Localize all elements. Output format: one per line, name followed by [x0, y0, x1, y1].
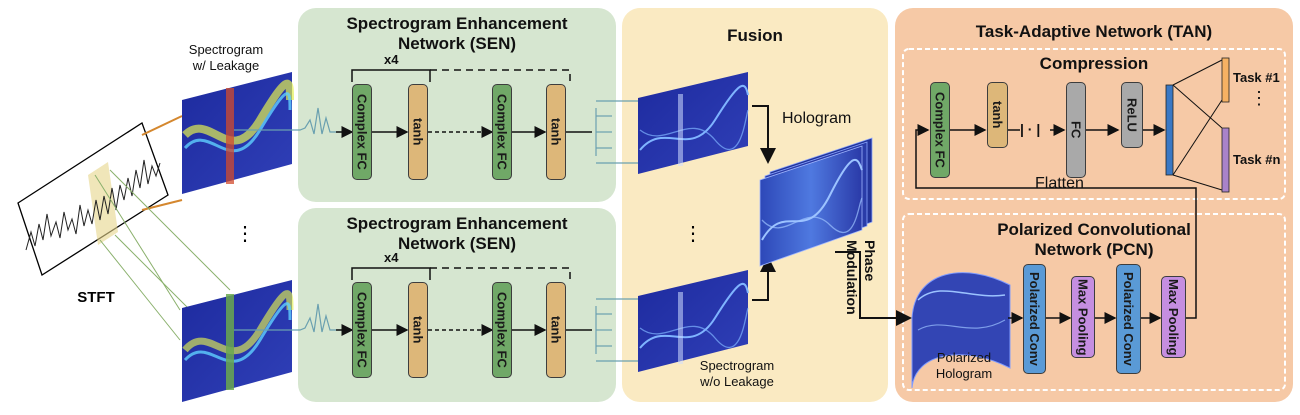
spectrogram-clean-top	[638, 72, 749, 174]
taskn-head	[1221, 127, 1230, 193]
pcn-arrows	[915, 124, 1197, 324]
compression-box	[902, 48, 1286, 200]
sen-bottom-complex-fc-1: Complex FC	[352, 282, 372, 378]
spectrogram-leak-top	[182, 72, 350, 194]
sen-top-complex-fc-1: Complex FC	[352, 84, 372, 180]
spectrogram-noleak-label: Spectrogram w/o Leakage	[699, 358, 775, 389]
sen-top-connectors	[336, 69, 592, 138]
sen-top-title: Spectrogram Enhancement Network (SEN)	[346, 14, 568, 53]
sen-bottom-complex-fc-2: Complex FC	[492, 282, 512, 378]
stft-label: STFT	[77, 289, 115, 306]
tan-fc: FC	[1066, 82, 1086, 178]
sen-top-repeat: x4	[384, 52, 399, 67]
pcn-title: Polarized Convolutional Network (PCN)	[997, 220, 1191, 259]
flatten-label: Flatten	[1035, 175, 1084, 192]
polarized-hologram-label: Polarized Hologram	[935, 350, 993, 381]
sen-bottom-tanh-1: tanh	[408, 282, 428, 378]
fusion-title: Fusion	[727, 26, 783, 45]
pcn-max-pooling-1: Max Pooling	[1071, 276, 1095, 358]
pcn-max-pooling-2: Max Pooling	[1161, 276, 1186, 358]
sen-panel-top	[298, 8, 616, 202]
sen-bottom-title: Spectrogram Enhancement Network (SEN)	[346, 214, 568, 253]
taskn-label: Task #n	[1233, 152, 1281, 167]
task-head-lines	[1172, 59, 1223, 191]
task1-label: Task #1	[1233, 70, 1280, 85]
spectrogram-clean-bottom	[638, 270, 749, 372]
compression-title: Compression	[1039, 54, 1149, 73]
hologram-stack	[759, 137, 873, 267]
sen-top-tanh-1: tanh	[408, 84, 428, 180]
tan-tanh: tanh	[987, 82, 1008, 148]
polarized-hologram	[911, 272, 1011, 389]
tan-title: Task-Adaptive Network (TAN)	[975, 22, 1213, 41]
tan-abs: | · |	[1020, 121, 1041, 137]
flatten-vector	[1165, 84, 1174, 176]
fusion-arrows	[752, 105, 776, 301]
pcn-polarized-conv-1: Polarized Conv	[1023, 264, 1046, 374]
hologram-label: Hologram	[782, 110, 852, 127]
task1-head	[1221, 57, 1230, 103]
sen-panel-bottom	[298, 208, 616, 402]
pcn-box	[902, 213, 1286, 391]
phase-modulation-arrow	[835, 251, 912, 326]
sen-bottom-tanh-2: tanh	[546, 282, 566, 378]
pcn-polarized-conv-2: Polarized Conv	[1116, 264, 1141, 374]
tan-relu: ReLU	[1121, 82, 1143, 148]
sen-bottom-connectors	[336, 267, 592, 336]
time-signal	[17, 122, 169, 276]
spectrogram-leak-label: Spectrogram w/ Leakage	[188, 42, 264, 73]
sen-bottom-repeat: x4	[384, 250, 399, 265]
sen-top-tanh-2: tanh	[546, 84, 566, 180]
tan-complex-fc: Complex FC	[930, 82, 950, 178]
task-dots: ⋮	[1250, 88, 1268, 108]
phase-modulation-label: Phase Modulation	[844, 240, 878, 315]
vertical-dots-fusion: ⋮	[683, 223, 703, 245]
spectrogram-leak-bottom	[182, 280, 350, 402]
sen-top-complex-fc-2: Complex FC	[492, 84, 512, 180]
vertical-dots-left: ⋮	[235, 223, 255, 245]
